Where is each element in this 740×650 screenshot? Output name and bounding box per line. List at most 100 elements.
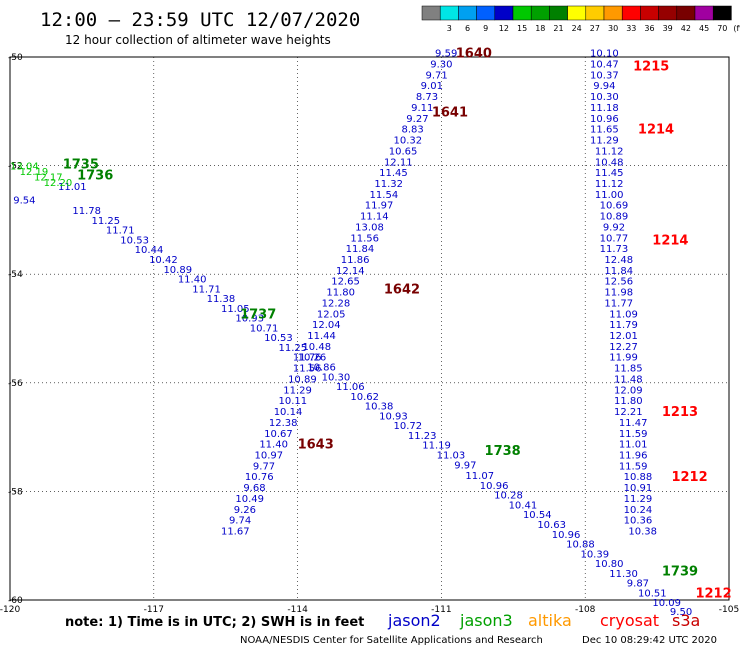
pass-time-label: 1213	[662, 405, 698, 420]
wave-height-point: 10.42	[149, 255, 178, 266]
wave-height-point: 10.24	[624, 505, 653, 516]
pass-time-label: 1641	[432, 105, 468, 120]
wave-height-point: 10.49	[235, 494, 264, 505]
wave-height-point: 11.47	[619, 418, 648, 429]
wave-height-point: 12.21	[614, 407, 643, 418]
wave-height-point: 10.93	[235, 314, 264, 325]
wave-height-point: 11.01	[58, 182, 87, 193]
footer-credit: NOAA/NESDIS Center for Satellite Applica…	[240, 635, 543, 646]
wave-height-point: 11.86	[341, 255, 370, 266]
wave-height-point: 9.74	[229, 516, 251, 527]
wave-height-point: 10.89	[600, 212, 629, 223]
wave-height-point: 12.17	[34, 172, 63, 183]
legend-color-swatch	[458, 5, 477, 21]
wave-height-point: 11.98	[604, 288, 633, 299]
wave-height-point: 12.05	[317, 309, 346, 320]
wave-height-point: 11.25	[278, 343, 307, 354]
wave-height-point: 10.89	[163, 265, 192, 276]
wave-height-point: 12.27	[609, 342, 638, 353]
wave-height-point: 10.71	[250, 323, 279, 334]
wave-height-point: 12.11	[384, 157, 413, 168]
legend-bin-label: 33	[626, 24, 636, 33]
wave-height-point: 11.09	[609, 309, 638, 320]
wave-height-point: 11.79	[609, 320, 638, 331]
legend-color-swatch	[549, 5, 568, 21]
wave-height-point: 10.53	[120, 235, 149, 246]
wave-height-point: 10.96	[552, 530, 581, 541]
plot-area	[9, 56, 730, 601]
wave-height-point: 13.04	[10, 162, 39, 173]
wave-height-point: 10.96	[480, 481, 509, 492]
satellite-legend-entry: cryosat	[600, 611, 659, 630]
wave-height-point: 11.67	[221, 526, 250, 537]
wave-height-point: 10.26	[298, 353, 327, 364]
wave-height-point: 10.48	[595, 157, 624, 168]
wave-height-point: 11.71	[192, 284, 221, 295]
legend-color-swatch	[603, 5, 623, 21]
wave-height-point: 12.01	[609, 331, 638, 342]
pass-time-label: 1739	[662, 565, 698, 580]
wave-height-point: 10.97	[255, 450, 284, 461]
legend-color-swatch	[476, 5, 496, 21]
legend-bin-label: 6	[465, 24, 470, 33]
wave-height-point: 10.89	[288, 374, 317, 385]
wave-height-point: 12.28	[322, 298, 351, 309]
wave-height-point: 10.76	[245, 472, 274, 483]
wave-height-point: 11.29	[624, 494, 653, 505]
wave-height-point: 11.84	[346, 244, 375, 255]
wave-height-point: 10.53	[264, 333, 293, 344]
satellite-legend-entry: s3a	[672, 611, 700, 630]
legend-unit-label: (ft)	[733, 24, 740, 33]
wave-height-point: 11.76	[293, 353, 322, 364]
pass-time-label: 1212	[671, 470, 707, 485]
legend-bin-label: 15	[517, 24, 527, 33]
wave-height-point: 11.00	[595, 190, 624, 201]
wave-height-point: 11.30	[609, 569, 638, 580]
wave-height-point: 9.68	[243, 483, 265, 494]
wave-height-point: 10.63	[537, 520, 566, 531]
pass-time-label: 1640	[456, 47, 492, 62]
legend-color-swatch	[640, 5, 659, 21]
wave-height-point: 10.32	[394, 136, 423, 147]
legend-color-swatch	[658, 5, 678, 21]
satellite-legend-entry: altika	[528, 611, 572, 630]
wave-height-point: 10.69	[600, 201, 629, 212]
wave-height-point: 11.01	[619, 440, 648, 451]
wave-height-point: 11.97	[365, 201, 394, 212]
wave-height-point: 9.27	[406, 114, 428, 125]
wave-height-point: 10.09	[652, 598, 681, 609]
wave-height-point: 11.65	[590, 125, 619, 136]
pass-time-label: 1643	[298, 438, 334, 453]
wave-height-point: 10.65	[389, 146, 418, 157]
wave-height-point: 11.73	[600, 244, 629, 255]
legend-bin-label: 9	[483, 24, 488, 33]
wave-height-point: 11.80	[326, 288, 355, 299]
wave-height-point: 9.71	[425, 70, 447, 81]
wave-height-point: 11.03	[437, 450, 466, 461]
axis-tick-labels: -120 -117 -114 -111 -108 -105 -50 -52 -54 -56 -58 -…	[0, 53, 739, 615]
wave-height-point: 11.54	[370, 190, 399, 201]
wave-height-point: 11.45	[379, 168, 408, 179]
wave-height-point: 11.59	[619, 461, 648, 472]
wave-height-point: 10.51	[638, 588, 667, 599]
chart-title: 12:00 – 23:59 UTC 12/07/2020	[40, 9, 360, 31]
wave-height-point: 12.65	[331, 277, 360, 288]
legend-bin-label: 36	[644, 24, 654, 33]
wave-height-point: 11.38	[207, 294, 236, 305]
wave-height-point: 10.91	[624, 483, 653, 494]
legend-bin-label: 39	[663, 24, 673, 33]
pass-time-label: 1212	[695, 586, 731, 601]
wave-height-point: 11.07	[465, 471, 494, 482]
satellite-legend: jason2 jason3 altika cryosat s3a	[387, 611, 700, 630]
wave-height-point: 11.71	[106, 226, 135, 237]
wave-height-point: 9.26	[234, 505, 256, 516]
legend-color-swatch	[439, 5, 459, 21]
pass-time-label: 1215	[633, 60, 669, 75]
wave-height-point: 10.88	[624, 472, 653, 483]
wave-height-point: 11.19	[422, 441, 451, 452]
legend-bin-label: 18	[535, 24, 545, 33]
wave-height-point: 10.80	[595, 559, 624, 570]
chart-subtitle: 12 hour collection of altimeter wave hei…	[65, 33, 331, 47]
